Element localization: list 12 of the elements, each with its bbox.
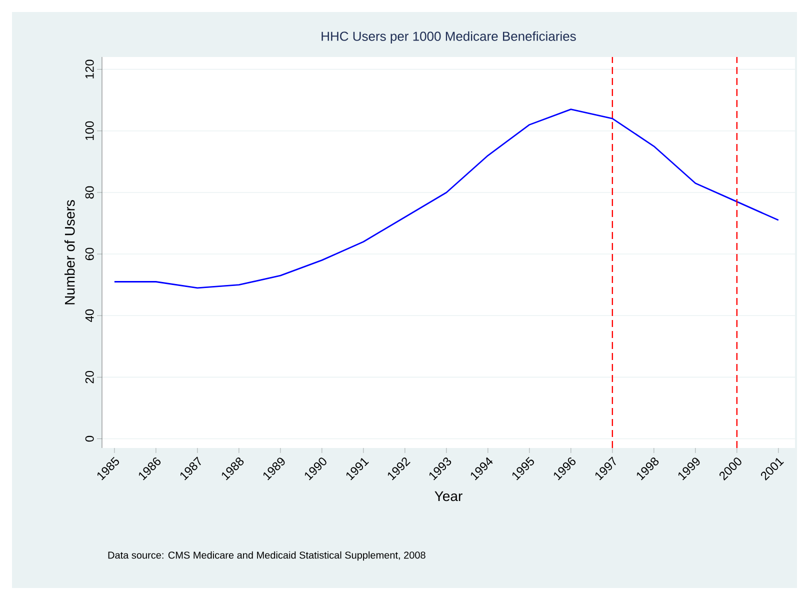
y-axis-title: Number of Users <box>64 200 75 304</box>
y-tick-label: 40 <box>85 309 94 322</box>
y-tick-label: 60 <box>85 248 94 260</box>
chart-title: HHC Users per 1000 Medicare Beneficiaries <box>322 31 576 44</box>
y-tick-label: 100 <box>85 121 94 140</box>
source-note: Data source: CMS Medicare and Medicaid Statistical Supplement, 2008 <box>108 551 426 561</box>
x-axis-title: Year <box>434 491 462 502</box>
y-tick-label: 80 <box>85 186 94 199</box>
y-tick-label: 20 <box>85 370 94 384</box>
line-series <box>114 108 780 289</box>
y-tick-label: 0 <box>85 436 94 442</box>
y-tick-label: 120 <box>85 60 94 78</box>
